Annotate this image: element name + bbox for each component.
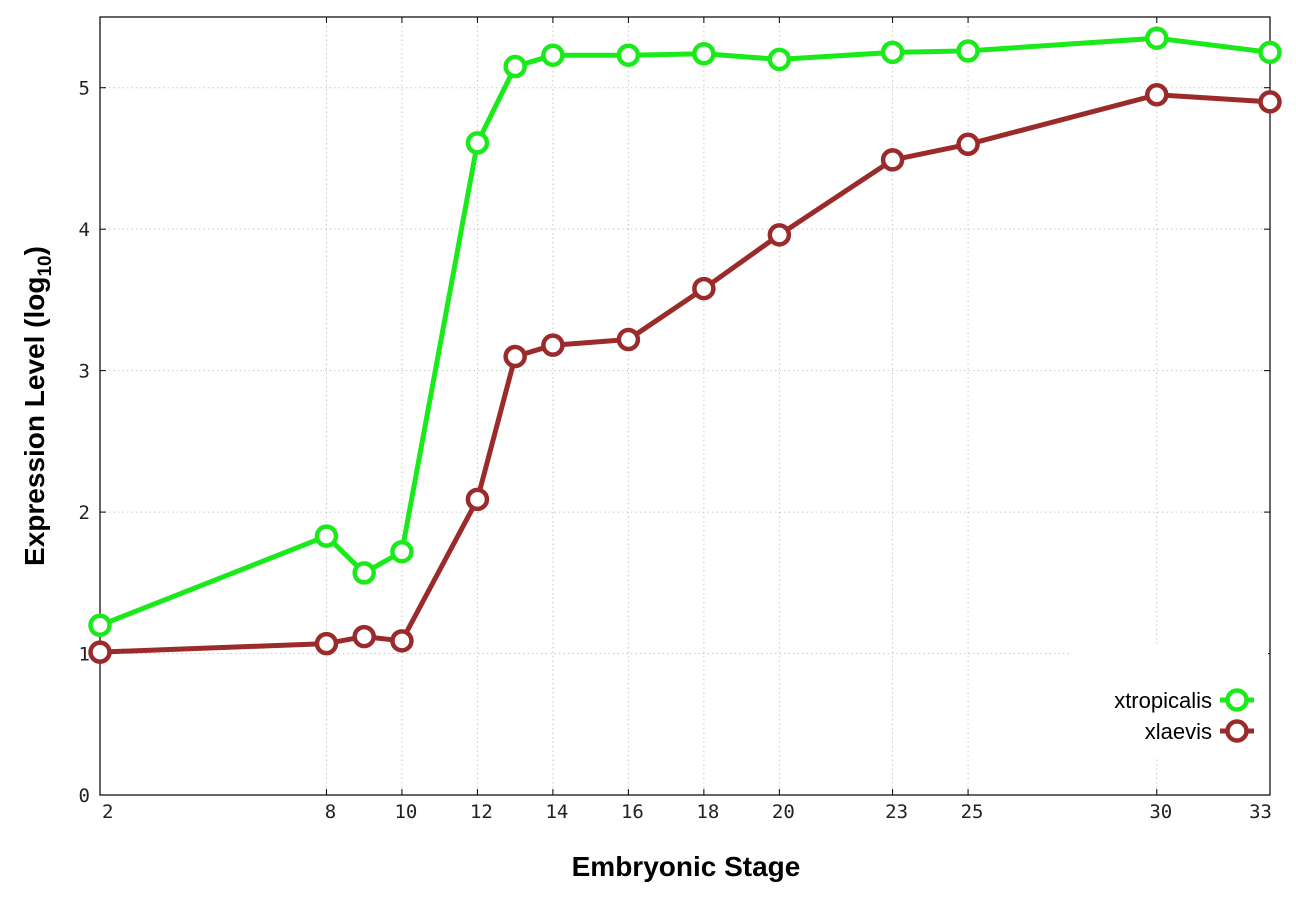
legend-label: xtropicalis: [1114, 688, 1212, 713]
x-tick-label: 14: [545, 801, 568, 823]
x-tick-label: 23: [885, 801, 908, 823]
data-point-xlaevis: [616, 327, 641, 352]
data-point-xtropicalis: [616, 43, 641, 67]
legend-swatch-marker: [1225, 719, 1249, 743]
y-axis-title-end: ): [19, 246, 50, 255]
x-tick-label: 33: [1249, 801, 1272, 823]
x-tick-label: 10: [394, 801, 417, 823]
data-point-xlaevis: [692, 276, 716, 301]
data-point-xtropicalis: [692, 42, 716, 66]
y-tick-label: 2: [79, 502, 90, 524]
data-point-xtropicalis: [1145, 26, 1169, 50]
data-point-xlaevis: [767, 223, 792, 247]
legend-swatch-marker: [1225, 688, 1249, 712]
series-line-xlaevis: [99, 92, 1271, 655]
data-point-xlaevis: [465, 487, 490, 512]
data-point-xtropicalis: [352, 561, 376, 585]
x-tick-label: 8: [325, 801, 336, 823]
data-point-xlaevis: [503, 344, 527, 369]
data-point-xtropicalis: [314, 524, 339, 548]
x-axis-title: Embryonic Stage: [572, 851, 801, 882]
data-point-xlaevis: [88, 640, 112, 664]
y-axis-title: Expression Level (log10): [19, 246, 56, 566]
data-point-xlaevis: [956, 132, 980, 157]
x-tick-label: 20: [772, 801, 795, 823]
series-xtropicalis: [88, 26, 1282, 638]
y-axis-title-main: Expression Level (log: [19, 277, 50, 566]
data-point-xtropicalis: [541, 43, 565, 67]
data-point-xlaevis: [390, 629, 414, 653]
series-xlaevis: [88, 83, 1282, 664]
data-point-xtropicalis: [1258, 40, 1282, 65]
y-tick-label: 5: [79, 78, 90, 100]
x-tick-label: 30: [1149, 801, 1172, 823]
data-point-xtropicalis: [390, 539, 414, 564]
x-tick-label: 12: [470, 801, 493, 823]
legend: xtropicalis xlaevis: [1114, 688, 1254, 744]
plot-frame: [99, 16, 1271, 796]
data-point-xlaevis: [314, 631, 339, 656]
y-tick-label: 1: [79, 644, 90, 666]
data-point-xlaevis: [880, 148, 905, 172]
data-point-xlaevis: [1258, 90, 1282, 114]
data-point-xtropicalis: [503, 54, 527, 79]
y-axis-title-sub: 10: [35, 255, 56, 276]
data-point-xtropicalis: [880, 40, 905, 65]
series-layer: [88, 26, 1282, 664]
x-tick-label: 18: [696, 801, 719, 823]
data-point-xtropicalis: [767, 47, 792, 72]
y-tick-label: 0: [79, 785, 90, 807]
x-tick-label: 16: [621, 801, 644, 823]
x-tick-label: 25: [961, 801, 984, 823]
y-tick-label: 4: [79, 219, 90, 241]
data-point-xlaevis: [1145, 83, 1169, 107]
data-point-xtropicalis: [465, 131, 490, 155]
data-point-xlaevis: [352, 624, 376, 649]
data-point-xtropicalis: [88, 613, 112, 638]
x-tick-label: 2: [102, 801, 113, 823]
data-point-xtropicalis: [956, 39, 980, 63]
data-point-xlaevis: [541, 333, 565, 357]
legend-label: xlaevis: [1145, 719, 1212, 744]
y-tick-label: 3: [79, 361, 90, 383]
series-line-xtropicalis: [99, 35, 1271, 628]
